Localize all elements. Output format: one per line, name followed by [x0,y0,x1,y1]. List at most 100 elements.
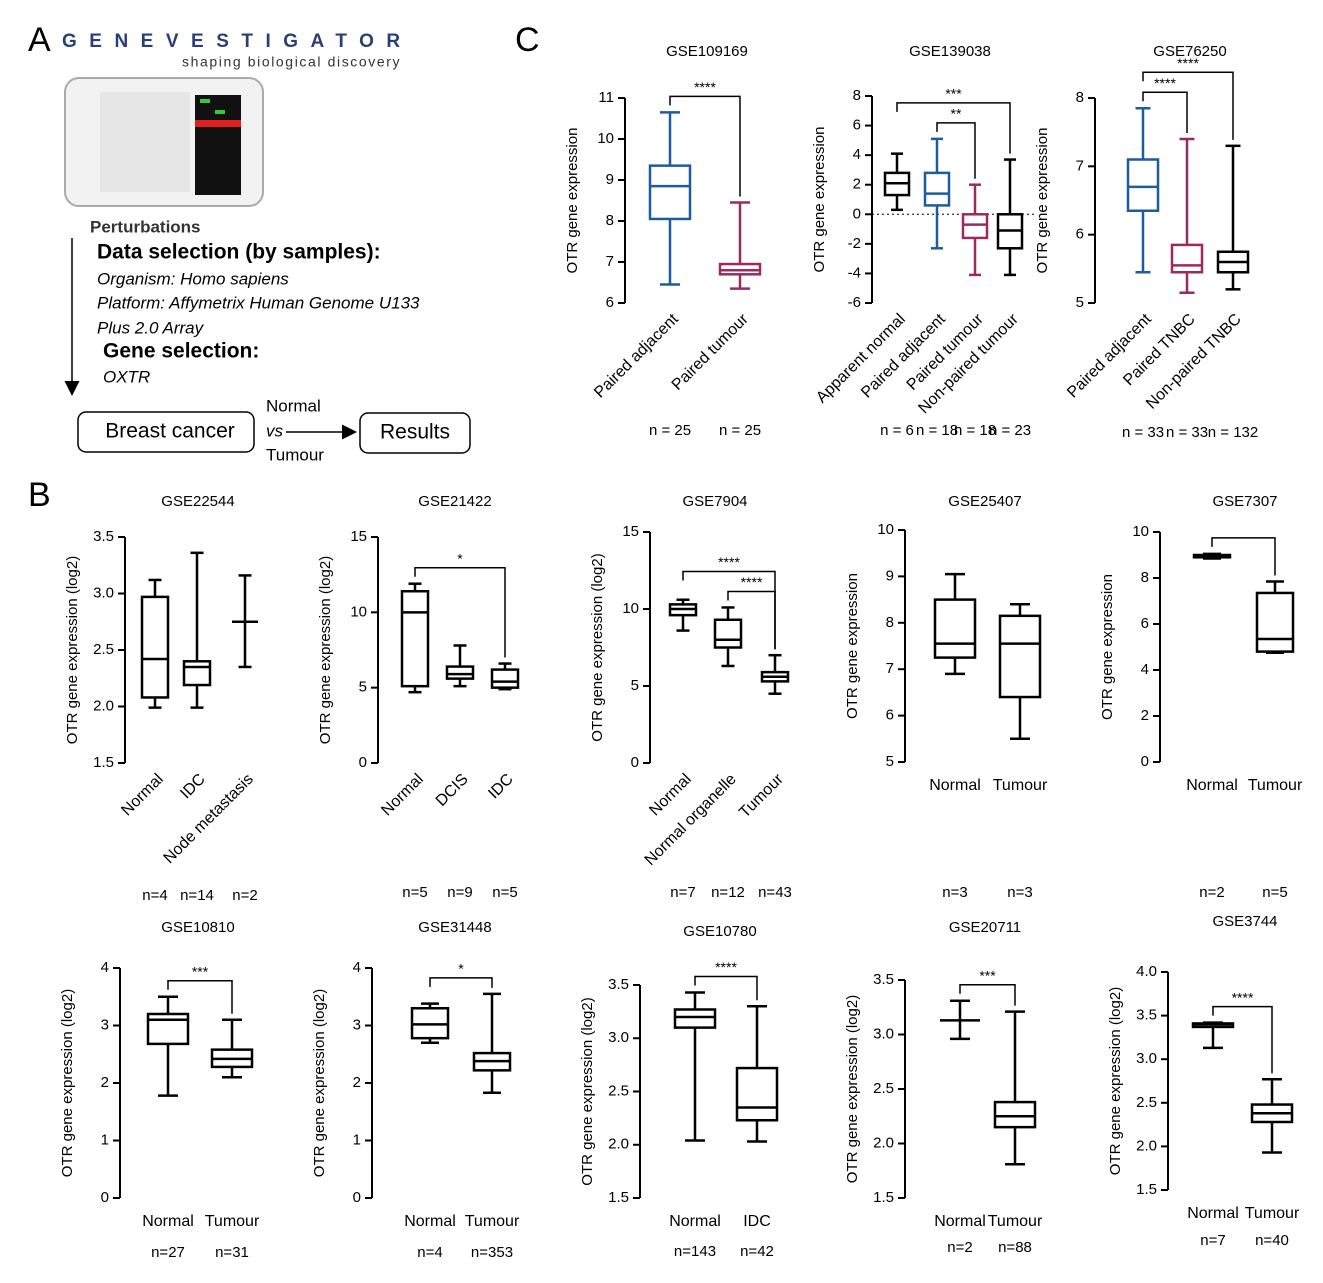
chart-title: GSE10780 [683,923,756,940]
n-label: n = 132 [1208,424,1258,441]
y-tick-label: 7 [606,253,614,270]
n-label: n=7 [670,884,695,901]
y-tick-label: 4 [101,959,109,976]
n-label: n=4 [142,887,167,904]
n-label: n=42 [740,1243,774,1260]
y-axis-label: OTR gene expression (log2) [589,553,606,741]
box [673,1008,717,1029]
y-tick-label: 5 [359,679,367,696]
significance-label: *** [192,963,209,979]
section-heading: Gene selection: [103,340,259,363]
x-tick-label: IDC [177,771,209,803]
n-label: n = 25 [649,422,691,439]
box [182,660,212,687]
box [1126,158,1160,212]
significance-bracket [896,102,1011,154]
significance-label: **** [694,79,716,95]
y-tick-label: 3.5 [93,528,114,545]
y-tick-label: 2.0 [873,1134,894,1151]
flow-label: Tumour [266,445,324,464]
n-label: n = 33 [1166,424,1208,441]
significance-bracket [429,977,493,988]
y-tick-label: 6 [853,117,861,134]
y-tick-label: 15 [622,523,639,540]
y-axis-label: OTR gene expression [1099,574,1116,720]
n-label: n=353 [471,1244,513,1261]
n-label: n=27 [151,1244,185,1261]
y-tick-label: 2.5 [1136,1094,1157,1111]
y-tick-label: 1.5 [1136,1181,1157,1198]
section-heading: Data selection (by samples): [97,241,381,264]
box [735,1066,779,1122]
chart-title: GSE10810 [161,919,234,936]
y-tick-label: 2.5 [873,1080,894,1097]
box-chart: GSE25407 OTR gene expression 5 6 7 8 9 10 Normal… [844,493,1048,901]
n-label: n = 18 [954,422,996,439]
y-tick-label: 9 [886,567,894,584]
n-label: n=88 [998,1239,1032,1256]
y-tick-label: 15 [350,528,367,545]
flow-box [77,411,255,453]
y-axis-label: OTR gene expression (log2) [317,556,334,744]
panel-label: C [515,21,540,59]
y-tick-label: 5 [886,753,894,770]
selection-line: Organism: Homo sapiens [97,269,289,288]
x-tick-label: Normal [669,1213,721,1230]
y-tick-label: 1 [353,1131,361,1148]
box-chart: GSE21422 OTR gene expression (log2) 0 5 10 15… [317,493,520,901]
box [445,665,475,680]
significance-bracket [669,95,741,197]
x-tick-label: Tumour [465,1213,520,1230]
box [400,589,430,688]
y-tick-label: 10 [1132,523,1149,540]
y-tick-label: 2.0 [608,1136,629,1153]
y-tick-label: 4 [1141,661,1149,678]
n-label: n=40 [1255,1232,1289,1249]
flow-target: Results [380,421,450,444]
box [993,1100,1037,1129]
y-tick-label: 2 [101,1074,109,1091]
chart-title: GSE7307 [1212,493,1277,510]
chart-title: GSE76250 [1153,43,1226,60]
x-tick-label: Normal [1186,777,1238,794]
box [146,1012,190,1046]
y-tick-label: 1 [101,1131,109,1148]
n-label: n = 18 [916,422,958,439]
thumbnail [64,77,264,207]
x-tick-label: Normal [929,777,981,794]
y-tick-label: 0 [101,1189,109,1206]
y-tick-label: 2 [1141,707,1149,724]
y-tick-label: 2 [853,176,861,193]
significance-bracket [1142,71,1234,140]
n-label: n=2 [232,887,257,904]
y-tick-label: 2.0 [1136,1137,1157,1154]
y-tick-label: 0 [631,754,639,771]
significance-bracket [1142,91,1188,133]
n-label: n = 33 [1122,424,1164,441]
y-axis-label: OTR gene expression (log2) [579,997,596,1185]
significance-label: **** [718,554,740,570]
x-tick-label: Normal [142,1213,194,1230]
logo: GENEVESTIGATOR [62,31,413,52]
box-chart: GSE22544 OTR gene expression (log2) 1.5 2.0… [64,493,258,904]
chart-title: GSE31448 [418,919,491,936]
y-tick-label: 2 [353,1074,361,1091]
panel-label: A [28,21,51,59]
x-tick-label: Tumour [988,1213,1043,1230]
significance-label: **** [1154,75,1176,91]
panel-label: B [28,476,51,514]
n-label: n=43 [758,884,792,901]
y-axis-label: OTR gene expression (log2) [59,989,76,1177]
chart-title: GSE20711 [949,919,1021,936]
y-tick-label: 5 [631,677,639,694]
x-tick-label: Tumour [993,777,1048,794]
n-label: n=5 [492,884,517,901]
y-tick-label: 8 [1076,89,1084,106]
n-label: n=143 [674,1243,716,1260]
gene: OXTR [103,367,150,386]
significance-bracket [414,566,506,658]
y-tick-label: 0 [1141,753,1149,770]
x-tick-label: Tumour [205,1213,260,1230]
